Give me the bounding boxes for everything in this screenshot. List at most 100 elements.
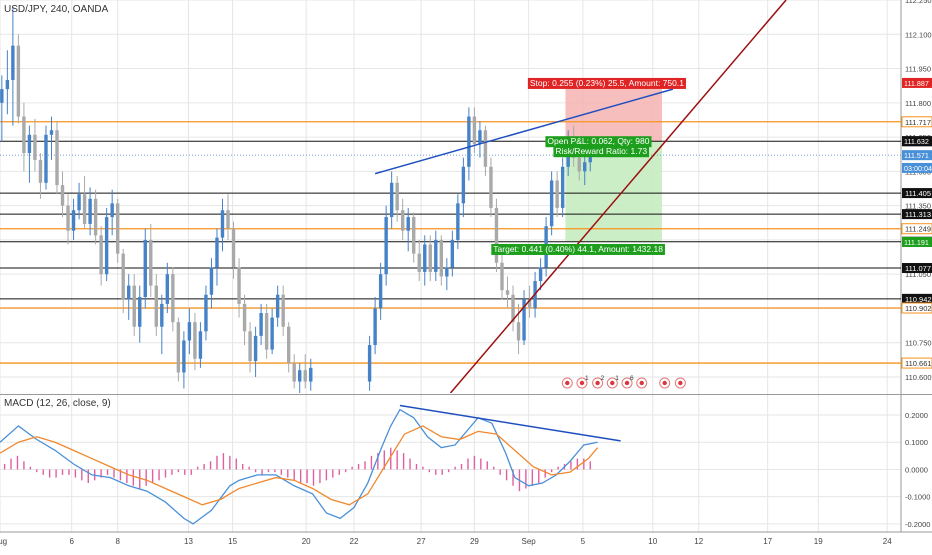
candle-body [467,116,471,167]
candle-body [33,134,37,160]
level-axis-label: 110.661 [905,359,932,368]
open-pnl-label-bg [545,136,652,148]
macd-histogram-bar [415,464,418,470]
level-axis-badge [901,302,932,314]
candle-body [522,299,526,341]
macd-histogram-bar [525,469,527,489]
candle-body [215,237,219,268]
candle-body [275,294,280,318]
price-axis-badge-label: 111.191 [904,238,929,247]
macd-histogram-bar [435,469,437,475]
macd-series-line [0,408,598,525]
candle-body [264,313,269,350]
level-axis-label: 110.942 [905,295,932,304]
event-marker-count: 1 [615,375,619,382]
candle-body [171,274,175,323]
time-axis-label: 13 [184,537,193,546]
macd-histogram-bar [203,464,205,470]
candle-body [588,155,592,163]
macd-histogram-bar [409,458,411,470]
candle-body [248,331,252,362]
candle-body [176,322,181,373]
price-tick-label: 111.800 [905,99,931,108]
candle-body [516,322,521,341]
macd-histogram-bar [242,464,244,470]
candle-body [428,244,432,272]
time-axis-label: 19 [814,537,823,546]
take-profit-zone [565,141,662,242]
macd-histogram-bar [480,458,482,470]
macd-histogram-bar [145,469,147,486]
level-axis-badge [901,116,932,128]
event-marker-dot [595,380,600,386]
support-trendline[interactable] [449,0,787,393]
price-axis-badge-label: 111.887 [904,79,929,88]
candle-body [549,180,554,227]
candle-body [527,299,532,309]
candle-body [71,210,76,231]
candle-body [149,239,153,286]
macd-histogram-bar [364,461,366,470]
time-axis-label: 12 [694,537,703,546]
macd-histogram-bar [357,464,360,470]
candle-body [378,274,383,309]
event-marker-dot [579,380,585,386]
time-axis-label: Sep [522,537,537,546]
candle-body [182,340,186,373]
macd-histogram-bar [139,469,141,489]
price-axis-badge [902,77,932,88]
macd-histogram-bar [61,469,64,475]
price-axis-badge [902,162,932,173]
macd-histogram-bar [132,469,135,486]
macd-histogram-bar [460,464,463,470]
macd-histogram-bar [351,466,353,470]
macd-histogram-bar [36,469,38,473]
candle-body [445,267,449,277]
macd-histogram-bar [499,469,501,475]
resistance-trendline[interactable] [374,88,674,175]
candle-body [259,313,263,336]
macd-tick-label: 0.1000 [905,438,928,447]
time-axis-label: 15 [228,537,237,546]
level-axis-badge [902,293,932,304]
macd-histogram-bar [126,469,128,484]
stop-label-bg [527,77,686,89]
macd-histogram-bar [319,469,321,484]
macd-histogram-bar [557,466,559,470]
level-axis-badge [902,188,932,199]
candle-body [281,294,285,327]
candle-body [292,363,296,382]
candle-body [505,290,510,295]
event-marker-dot [678,380,683,386]
macd-trendline[interactable] [399,404,621,442]
level-axis-label: 111.313 [905,210,931,219]
macd-histogram-bar [87,469,89,484]
macd-histogram-bar [196,466,199,470]
macd-histogram-bar [23,461,25,470]
macd-histogram-bar [229,455,231,470]
candle-body [154,285,158,327]
macd-histogram-bar [222,453,225,470]
candle-body [406,217,410,231]
candle-body [478,130,482,144]
candle-body [367,345,372,382]
macd-histogram-bar [538,469,540,484]
price-tick-label: 112.100 [905,30,932,39]
time-axis-label: 10 [648,537,657,546]
macd-histogram-bar [576,458,579,470]
price-tick-label: 111.950 [905,65,931,74]
event-marker-dot [610,380,615,386]
candle-body [93,198,98,236]
macd-histogram-bar [344,469,347,473]
candle-body [110,203,114,218]
price-tick-label: 112.250 [905,0,932,5]
time-axis-label: 22 [350,537,359,546]
macd-histogram-bar [467,458,469,470]
macd-histogram-bar [589,461,591,470]
candle-body [511,294,515,323]
time-axis-label: 5 [581,537,586,546]
candle-body [99,235,103,275]
candle-body [242,303,247,332]
